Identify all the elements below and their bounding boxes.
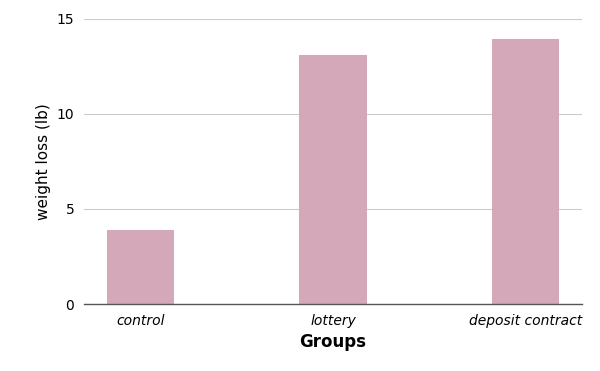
Y-axis label: weight loss (lb): weight loss (lb) [36,103,51,220]
X-axis label: Groups: Groups [299,334,367,351]
Bar [492,39,559,304]
Bar [107,230,174,304]
Bar [299,55,367,304]
